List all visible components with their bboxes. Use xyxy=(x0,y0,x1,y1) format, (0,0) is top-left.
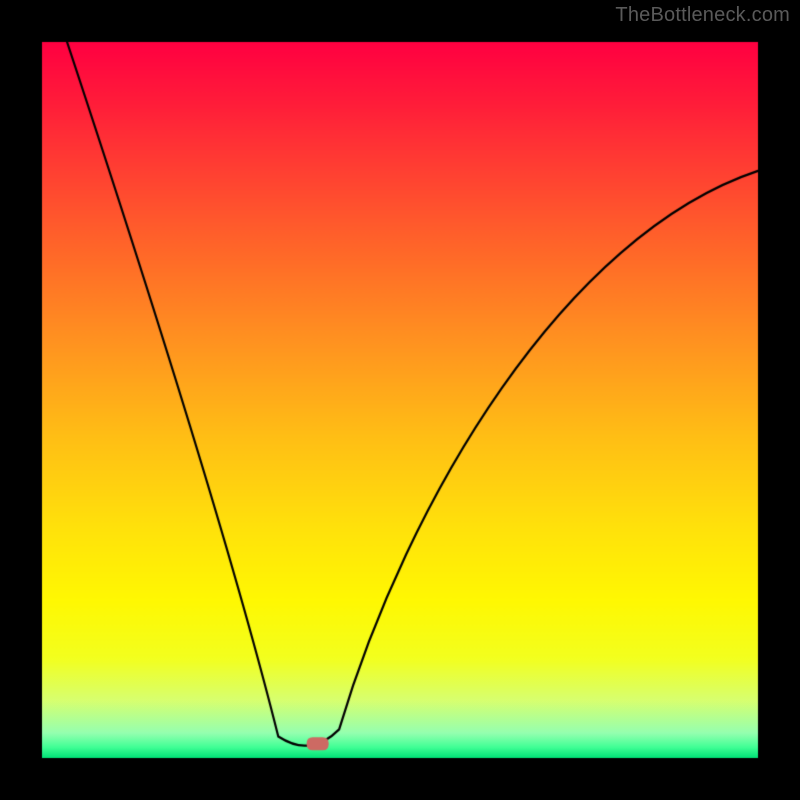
bottleneck-chart: TheBottleneck.com xyxy=(0,0,800,800)
watermark-text: TheBottleneck.com xyxy=(615,4,790,27)
chart-canvas xyxy=(0,0,800,800)
